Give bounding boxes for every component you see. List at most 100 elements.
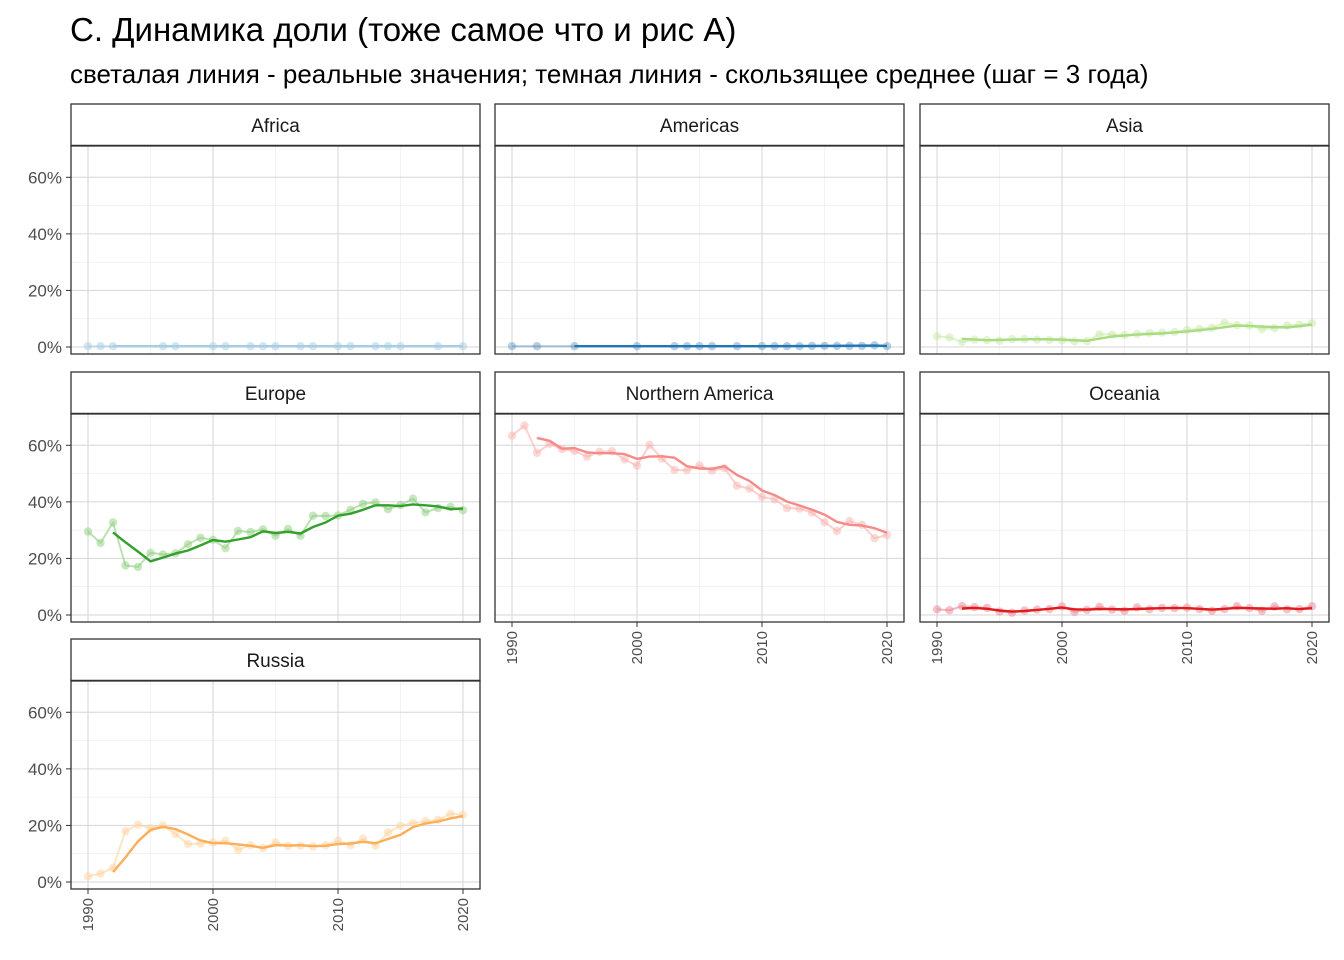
facet-strip [494, 103, 905, 147]
data-point [183, 540, 193, 549]
facet-europe: Europe 0% 20% 40% 60% [28, 371, 481, 625]
data-point [96, 538, 105, 548]
y-tick-label: 0% [37, 338, 62, 357]
moving-average-line [112, 503, 464, 563]
facet-strip [70, 103, 481, 147]
facet-oceania: Oceania 1990 2000 2010 2020 [919, 371, 1330, 664]
data-point [171, 829, 180, 839]
data-point [321, 511, 330, 521]
data-point [308, 511, 318, 520]
data-point [682, 466, 692, 475]
data-point [732, 481, 742, 490]
panel-border [70, 145, 481, 355]
chart-title: C. Динамика доли (тоже самое что и рис A… [70, 11, 736, 48]
y-tick-label: 40% [28, 493, 62, 512]
moving-average-line [961, 606, 1313, 613]
data-point [782, 503, 792, 513]
y-tick-label: 60% [28, 703, 62, 722]
data-point [233, 845, 243, 854]
data-point [458, 506, 468, 515]
x-tick-label: 1990 [80, 898, 97, 931]
data-point [670, 465, 679, 475]
data-point [820, 518, 829, 527]
y-tick-label: 20% [28, 281, 62, 300]
chart-subtitle: светалая линия - реальные значения; темн… [70, 59, 1149, 89]
facet-strip-label: Northern America [626, 384, 774, 405]
panel-border [494, 413, 905, 623]
panel-border [70, 680, 481, 890]
data-point [507, 342, 517, 351]
x-tick-label: 2010 [1179, 631, 1196, 664]
data-point [96, 869, 105, 878]
y-tick-label: 0% [37, 873, 62, 892]
facet-strip [919, 103, 1330, 147]
facet-strip [70, 371, 481, 415]
data-point [421, 508, 430, 517]
facet-strip [919, 371, 1330, 415]
data-point [121, 561, 130, 570]
y-tick-label: 40% [28, 225, 62, 244]
data-point [532, 342, 542, 351]
facet-panels: Africa 0% 20% 40% 60% Americas Asia Europe 0% 20%… [28, 103, 1330, 931]
data-point [595, 447, 604, 456]
data-point [233, 526, 243, 536]
x-tick-label: 2020 [879, 631, 896, 664]
data-point [133, 820, 143, 829]
data-point [945, 606, 954, 615]
x-tick-label: 2010 [754, 631, 771, 664]
data-point [383, 505, 393, 514]
data-point [108, 518, 118, 527]
data-point [620, 455, 629, 464]
moving-average-line [536, 436, 888, 534]
panel-border [919, 145, 1330, 355]
x-tick-label: 2000 [205, 898, 222, 931]
facet-strip [70, 638, 481, 682]
data-point [932, 332, 942, 341]
data-point [446, 809, 455, 818]
data-point [1120, 606, 1129, 615]
moving-average-line [574, 344, 888, 348]
facet-strip [494, 371, 905, 415]
data-point [83, 872, 93, 881]
facet-americas: Americas [494, 103, 905, 355]
data-point [396, 821, 405, 830]
moving-average-line [112, 814, 464, 873]
data-point [507, 431, 517, 440]
y-tick-label: 20% [28, 816, 62, 835]
data-point [632, 461, 642, 470]
data-point [1220, 318, 1229, 327]
x-tick-label: 2020 [1304, 631, 1321, 664]
data-point [221, 544, 230, 553]
panel-border [70, 413, 481, 623]
data-point [83, 527, 93, 536]
x-tick-label: 2000 [1054, 631, 1071, 664]
y-tick-label: 40% [28, 760, 62, 779]
x-tick-label: 1990 [504, 631, 521, 664]
data-point [96, 342, 105, 351]
x-tick-label: 2010 [330, 898, 347, 931]
facet-northern-america: Northern America 1990 2000 2010 2020 [494, 371, 905, 664]
moving-average-line [961, 323, 1313, 342]
x-tick-label: 1990 [929, 631, 946, 664]
facet-asia: Asia [919, 103, 1330, 355]
y-tick-label: 60% [28, 436, 62, 455]
data-point [757, 492, 767, 502]
facet-strip-label: Oceania [1089, 384, 1160, 405]
data-point [582, 452, 592, 461]
x-tick-label: 2020 [455, 898, 472, 931]
data-point [183, 839, 193, 849]
data-point [408, 494, 418, 503]
panel-border [494, 145, 905, 355]
data-point [246, 527, 255, 537]
facet-strip-label: Africa [251, 116, 300, 137]
facet-strip-label: Asia [1106, 116, 1143, 137]
data-point [645, 440, 654, 450]
facet-strip-label: Europe [245, 384, 306, 405]
panel-border [919, 413, 1330, 623]
data-point [383, 828, 393, 837]
data-point [133, 562, 143, 572]
facet-africa: Africa 0% 20% 40% 60% [28, 103, 481, 357]
data-point [945, 333, 954, 342]
y-tick-label: 0% [37, 606, 62, 625]
